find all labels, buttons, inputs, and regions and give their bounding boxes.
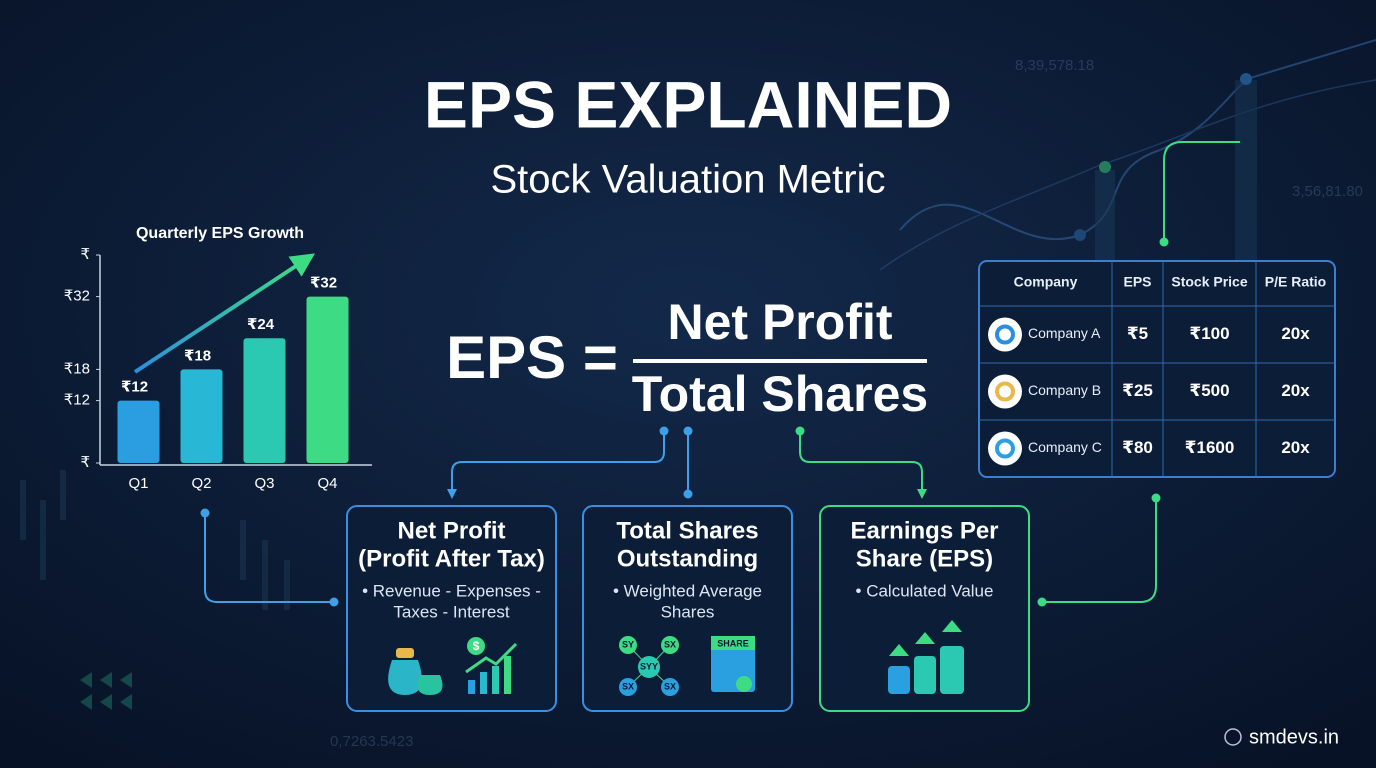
table-cell: 20x bbox=[1281, 381, 1310, 400]
value-label: ₹18 bbox=[184, 347, 211, 364]
chart-title: Quarterly EPS Growth bbox=[136, 225, 304, 242]
y-tick-label: ₹12 bbox=[64, 392, 90, 409]
icon-label: SY bbox=[622, 639, 634, 649]
box-title: Share (EPS) bbox=[856, 545, 993, 572]
concept-box bbox=[819, 505, 1030, 712]
box-title: Outstanding bbox=[617, 545, 758, 572]
box-title: (Profit After Tax) bbox=[358, 545, 545, 572]
company-logo bbox=[988, 431, 1022, 466]
globe-icon bbox=[1224, 728, 1242, 746]
table-header: P/E Ratio bbox=[1265, 274, 1326, 290]
value-label: ₹12 bbox=[121, 379, 148, 396]
share-network-icon: SY SX SYY SX SX SHARE bbox=[619, 636, 755, 696]
background-number: 0,7263.5423 bbox=[330, 733, 413, 750]
company-logo bbox=[988, 317, 1022, 352]
icon-label: SX bbox=[622, 681, 634, 691]
icon-label: SX bbox=[664, 681, 676, 691]
money-bags-icon: $ bbox=[388, 637, 518, 695]
svg-text:$: $ bbox=[473, 639, 480, 653]
company-logo bbox=[988, 374, 1022, 409]
y-tick-label: ₹ bbox=[80, 454, 90, 471]
table-cell: 20x bbox=[1281, 324, 1310, 343]
bar-chart: ₹ ₹12 ₹18 ₹32 ₹ Q1 ₹12 Q2 ₹18 Q3 ₹24 Q4 ₹32 bbox=[64, 246, 372, 492]
table-cell: ₹1600 bbox=[1185, 438, 1235, 457]
y-tick-label: ₹18 bbox=[64, 360, 90, 377]
bar bbox=[117, 400, 160, 463]
bar bbox=[243, 338, 286, 463]
table-header: Stock Price bbox=[1171, 274, 1247, 290]
icon-label: SHARE bbox=[717, 638, 749, 648]
table-cell: Company B bbox=[1028, 382, 1101, 398]
table-cell: ₹80 bbox=[1122, 438, 1153, 457]
x-tick-label: Q3 bbox=[254, 475, 274, 492]
box-item: Shares bbox=[661, 602, 715, 621]
company-logo-mark bbox=[995, 438, 1015, 459]
value-label: ₹32 bbox=[310, 275, 337, 292]
concept-box bbox=[346, 505, 557, 712]
formula-lhs: EPS = bbox=[446, 324, 618, 391]
y-tick-label: ₹32 bbox=[64, 288, 90, 305]
formula-denominator: Total Shares bbox=[632, 366, 928, 422]
box-item: Taxes - Interest bbox=[393, 602, 509, 621]
background-number: 8,39,578.18 bbox=[1015, 57, 1094, 74]
x-tick-label: Q4 bbox=[317, 475, 337, 492]
company-logo-mark bbox=[995, 381, 1015, 402]
x-tick-label: Q1 bbox=[128, 475, 148, 492]
connectors bbox=[204, 141, 1240, 603]
connector-dots bbox=[200, 237, 1169, 607]
comparison-table: Company EPS Stock Price P/E Ratio Company A ₹… bbox=[978, 260, 1336, 478]
table-cell: Company C bbox=[1028, 439, 1102, 455]
value-label: ₹24 bbox=[247, 316, 275, 333]
table-cell: ₹25 bbox=[1122, 381, 1153, 400]
background-decor bbox=[20, 39, 1376, 710]
trend-arrow bbox=[133, 253, 316, 374]
box-title: Earnings Per bbox=[850, 517, 998, 544]
table-header: EPS bbox=[1123, 274, 1151, 290]
table-cell: ₹5 bbox=[1127, 324, 1148, 343]
y-tick-label: ₹ bbox=[80, 246, 90, 263]
x-tick-label: Q2 bbox=[191, 475, 211, 492]
background-number: 3,56,81.80 bbox=[1292, 183, 1363, 200]
icon-label: SYY bbox=[640, 661, 658, 671]
table-cell: Company A bbox=[1028, 325, 1101, 341]
box-item: • Calculated Value bbox=[856, 581, 994, 600]
table-cell: ₹500 bbox=[1189, 381, 1229, 400]
title: EPS EXPLAINED bbox=[424, 67, 952, 141]
coins-icon bbox=[888, 620, 964, 694]
watermark: smdevs.in bbox=[1249, 726, 1339, 748]
table-cell: 20x bbox=[1281, 438, 1310, 457]
box-title: Net Profit bbox=[398, 517, 506, 544]
box-item: • Revenue - Expenses - bbox=[362, 581, 541, 600]
box-item: • Weighted Average bbox=[613, 581, 762, 600]
table-cell: ₹100 bbox=[1189, 324, 1229, 343]
formula-numerator: Net Profit bbox=[668, 294, 893, 350]
box-title: Total Shares bbox=[616, 517, 758, 544]
bar bbox=[180, 369, 223, 463]
company-logo-mark bbox=[995, 324, 1015, 345]
bar bbox=[306, 296, 349, 463]
table-header: Company bbox=[1014, 274, 1078, 290]
subtitle: Stock Valuation Metric bbox=[491, 158, 886, 202]
icon-label: SX bbox=[664, 639, 676, 649]
icons: $ SY SX SYY SX SX SHARE bbox=[388, 620, 964, 696]
